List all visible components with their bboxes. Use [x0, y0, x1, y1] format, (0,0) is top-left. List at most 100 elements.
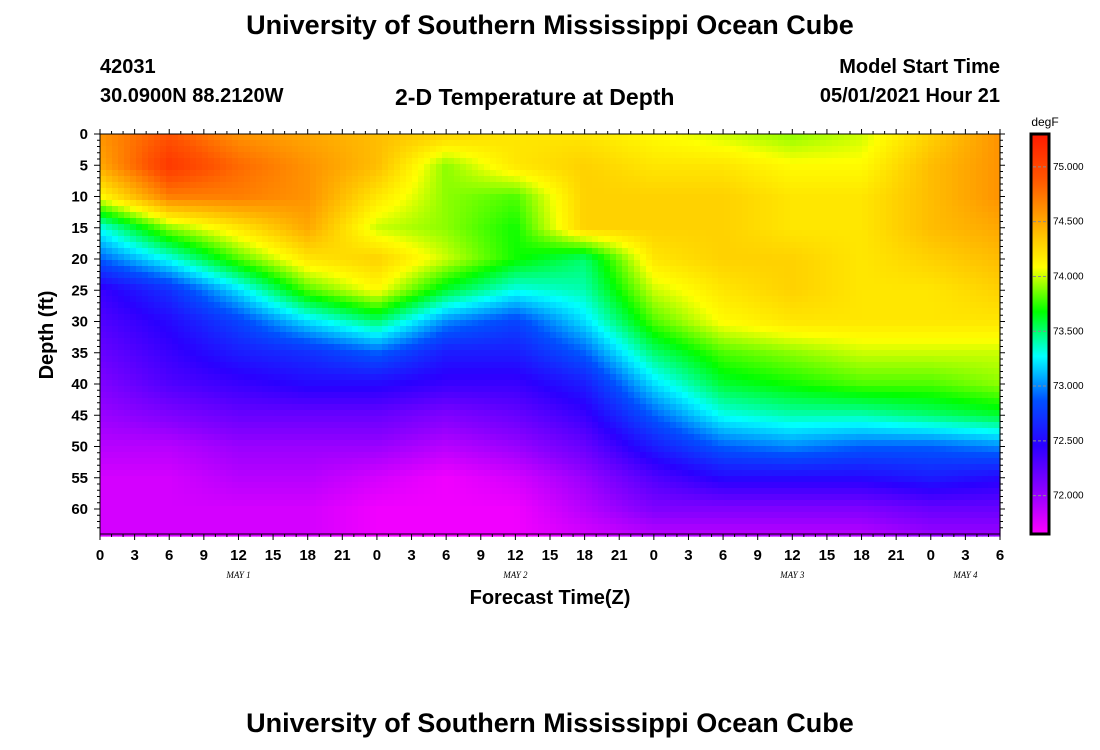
heatmap-cell	[664, 236, 671, 243]
heatmap-cell	[130, 212, 137, 219]
heatmap-cell	[688, 266, 695, 273]
heatmap-cell	[424, 302, 431, 309]
heatmap-cell	[112, 254, 119, 261]
heatmap-cell	[814, 224, 821, 231]
heatmap-cell	[286, 332, 293, 339]
heatmap-cell	[124, 308, 131, 315]
heatmap-cell	[136, 254, 143, 261]
heatmap-cell	[934, 134, 941, 141]
heatmap-cell	[268, 302, 275, 309]
heatmap-cell	[550, 134, 557, 141]
heatmap-cell	[856, 146, 863, 153]
heatmap-cell	[910, 272, 917, 279]
heatmap-cell	[976, 146, 983, 153]
heatmap-cell	[178, 242, 185, 249]
heatmap-cell	[772, 308, 779, 315]
heatmap-cell	[544, 326, 551, 333]
heatmap-cell	[892, 200, 899, 207]
heatmap-cell	[838, 188, 845, 195]
heatmap-cell	[376, 170, 383, 177]
heatmap-cell	[952, 320, 959, 327]
heatmap-cell	[604, 260, 611, 267]
heatmap-cell	[508, 164, 515, 171]
heatmap-cell	[514, 164, 521, 171]
heatmap-cell	[232, 272, 239, 279]
heatmap-cell	[610, 326, 617, 333]
heatmap-cell	[598, 266, 605, 273]
heatmap-cell	[250, 206, 257, 213]
heatmap-cell	[496, 296, 503, 303]
heatmap-cell	[280, 260, 287, 267]
heatmap-cell	[298, 170, 305, 177]
heatmap-cell	[868, 152, 875, 159]
heatmap-cell	[136, 314, 143, 321]
heatmap-cell	[130, 254, 137, 261]
heatmap-cell	[442, 266, 449, 273]
heatmap-cell	[700, 212, 707, 219]
heatmap-cell	[826, 248, 833, 255]
heatmap-cell	[124, 212, 131, 219]
heatmap-cell	[208, 302, 215, 309]
heatmap-cell	[328, 200, 335, 207]
heatmap-cell	[484, 326, 491, 333]
heatmap-cell	[442, 200, 449, 207]
heatmap-cell	[262, 236, 269, 243]
heatmap-cell	[988, 278, 995, 285]
heatmap-cell	[358, 206, 365, 213]
heatmap-cell	[892, 224, 899, 231]
heatmap-cell	[550, 200, 557, 207]
heatmap-cell	[166, 314, 173, 321]
heatmap-cell	[706, 200, 713, 207]
heatmap-cell	[520, 260, 527, 267]
heatmap-cell	[706, 224, 713, 231]
heatmap-cell	[592, 140, 599, 147]
heatmap-cell	[736, 272, 743, 279]
heatmap-cell	[352, 284, 359, 291]
heatmap-cell	[202, 272, 209, 279]
heatmap-cell	[178, 284, 185, 291]
heatmap-cell	[610, 314, 617, 321]
heatmap-cell	[670, 170, 677, 177]
heatmap-cell	[988, 218, 995, 225]
heatmap-cell	[874, 176, 881, 183]
heatmap-cell	[370, 290, 377, 297]
heatmap-cell	[670, 146, 677, 153]
heatmap-cell	[820, 188, 827, 195]
heatmap-cell	[952, 188, 959, 195]
heatmap-cell	[274, 164, 281, 171]
heatmap-cell	[670, 218, 677, 225]
heatmap-cell	[100, 302, 107, 309]
heatmap-cell	[400, 260, 407, 267]
heatmap-cell	[388, 164, 395, 171]
heatmap-cell	[124, 296, 131, 303]
heatmap-cell	[418, 290, 425, 297]
heatmap-cell	[142, 236, 149, 243]
heatmap-cell	[496, 314, 503, 321]
heatmap-cell	[748, 224, 755, 231]
heatmap-cell	[100, 182, 107, 189]
heatmap-cell	[802, 176, 809, 183]
heatmap-cell	[826, 260, 833, 267]
heatmap-cell	[928, 218, 935, 225]
heatmap-cell	[670, 224, 677, 231]
heatmap-cell	[304, 206, 311, 213]
heatmap-cell	[874, 206, 881, 213]
heatmap-cell	[670, 320, 677, 327]
heatmap-cell	[952, 158, 959, 165]
heatmap-cell	[382, 158, 389, 165]
heatmap-cell	[400, 206, 407, 213]
heatmap-cell	[604, 152, 611, 159]
heatmap-cell	[466, 308, 473, 315]
heatmap-cell	[766, 278, 773, 285]
heatmap-cell	[694, 326, 701, 333]
station-id: 42031	[100, 56, 156, 78]
heatmap-cell	[388, 290, 395, 297]
heatmap-cell	[220, 194, 227, 201]
heatmap-cell	[394, 140, 401, 147]
heatmap-cell	[508, 308, 515, 315]
heatmap-cell	[652, 158, 659, 165]
heatmap-cell	[424, 314, 431, 321]
heatmap-cell	[238, 296, 245, 303]
heatmap-cell	[640, 158, 647, 165]
heatmap-cell	[346, 134, 353, 141]
